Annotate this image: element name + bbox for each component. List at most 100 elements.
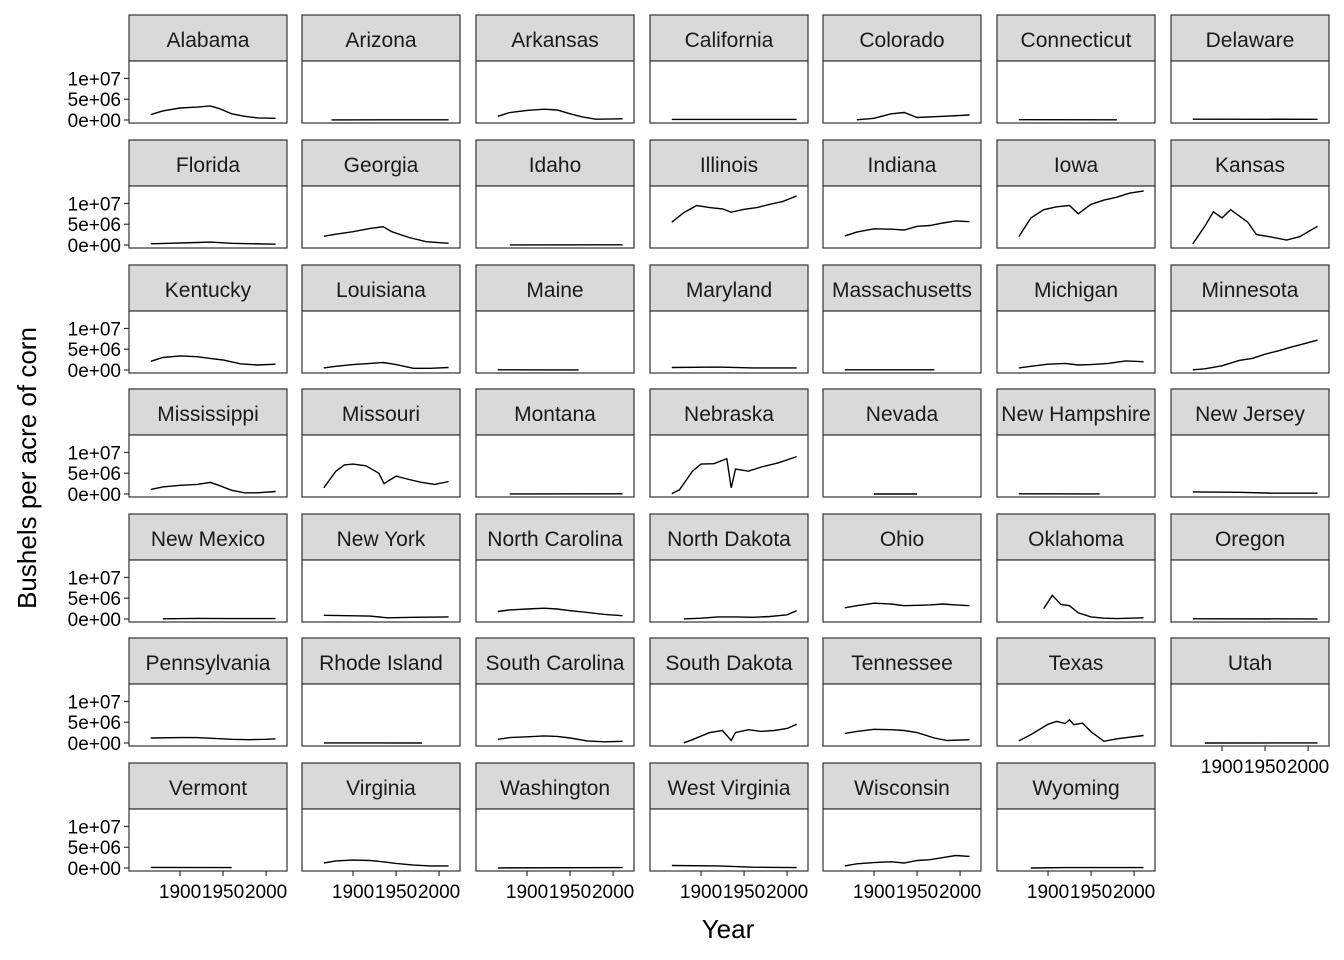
strip-label: Rhode Island: [319, 652, 443, 675]
plot-area: [996, 60, 1156, 124]
y-tick-label: 1e+07: [68, 319, 121, 340]
strip-label: Mississippi: [157, 403, 259, 426]
strip-background: [475, 139, 635, 187]
strip-label: Wisconsin: [854, 777, 950, 800]
strip-label: Utah: [1228, 652, 1272, 675]
strip-background: [301, 762, 461, 810]
strip-label: New York: [337, 528, 426, 551]
panel-texas: Texas: [996, 637, 1156, 747]
strip-label: South Carolina: [486, 652, 625, 675]
x-tick-label: 2000: [592, 882, 634, 903]
strip-background: [822, 388, 982, 436]
x-tick-label: 1900: [1201, 757, 1243, 778]
y-tick-label: 5e+06: [68, 589, 121, 610]
plot-area: [128, 683, 288, 747]
strip-label: Maine: [526, 279, 583, 302]
strip-label: Maryland: [686, 279, 772, 302]
strip-label: Kentucky: [165, 279, 252, 302]
panel-south-dakota: South Dakota: [649, 637, 809, 747]
series-line-west-virginia: [671, 864, 797, 869]
series-line-louisiana: [323, 361, 449, 369]
strip-label: Indiana: [868, 154, 937, 177]
y-tick-label: 0e+00: [68, 485, 121, 506]
y-tick-label: 5e+06: [68, 340, 121, 361]
strip-label: Alabama: [167, 29, 250, 52]
panel-nevada: Nevada: [822, 388, 982, 498]
strip-background: [128, 637, 288, 685]
plot-area: [301, 559, 461, 623]
series-line-south-carolina: [497, 735, 623, 743]
panel-oklahoma: Oklahoma: [996, 513, 1156, 623]
panel-montana: Montana: [475, 388, 635, 498]
panel-nebraska: Nebraska: [649, 388, 809, 498]
plot-area: [1170, 683, 1330, 747]
x-tick-label: 2000: [245, 882, 287, 903]
strip-background: [128, 513, 288, 561]
x-tick-label: 1900: [1027, 882, 1069, 903]
strip-label: Michigan: [1034, 279, 1118, 302]
strip-background: [996, 513, 1156, 561]
x-tick-label: 1950: [896, 882, 938, 903]
series-line-nebraska: [671, 455, 797, 495]
panel-idaho: Idaho: [475, 139, 635, 249]
panel-maine: Maine: [475, 264, 635, 374]
y-tick-label: 5e+06: [68, 838, 121, 859]
strip-label: North Dakota: [667, 528, 791, 551]
y-tick-label: 5e+06: [68, 215, 121, 236]
panel-connecticut: Connecticut: [996, 14, 1156, 124]
panel-kansas: Kansas: [1170, 139, 1330, 249]
plot-area: [301, 60, 461, 124]
plot-area: [301, 310, 461, 374]
plot-area: [301, 683, 461, 747]
panel-south-carolina: South Carolina: [475, 637, 635, 747]
plot-area: [128, 185, 288, 249]
y-tick-label: 1e+07: [68, 194, 121, 215]
series-line-kentucky: [150, 355, 276, 366]
strip-background: [1170, 139, 1330, 187]
plot-area: [1170, 310, 1330, 374]
strip-label: West Virginia: [668, 777, 791, 800]
plot-area: [1170, 60, 1330, 124]
strip-label: Missouri: [342, 403, 420, 426]
series-line-minnesota: [1192, 339, 1318, 371]
plot-area: [301, 434, 461, 498]
strip-label: California: [685, 29, 774, 52]
panel-michigan: Michigan: [996, 264, 1156, 374]
panel-illinois: Illinois: [649, 139, 809, 249]
series-line-indiana: [844, 220, 970, 237]
strip-label: Delaware: [1206, 29, 1295, 52]
strip-label: Montana: [514, 403, 596, 426]
strip-background: [649, 14, 809, 62]
series-line-north-dakota: [683, 610, 797, 620]
strip-label: Oregon: [1215, 528, 1285, 551]
x-tick-label: 1950: [549, 882, 591, 903]
panel-indiana: Indiana: [822, 139, 982, 249]
panel-virginia: Virginia 1900 1950 2000: [301, 762, 461, 903]
strip-label: Virginia: [346, 777, 416, 800]
y-tick-label: 1e+07: [68, 568, 121, 589]
x-tick-label: 1950: [202, 882, 244, 903]
plot-area: [475, 808, 635, 872]
x-tick-label: 1950: [375, 882, 417, 903]
series-line-arkansas: [497, 108, 623, 120]
strip-label: Nevada: [866, 403, 939, 426]
strip-background: [996, 637, 1156, 685]
series-line-wisconsin: [844, 854, 970, 867]
strip-background: [996, 762, 1156, 810]
strip-label: Florida: [176, 154, 241, 177]
strip-background: [822, 637, 982, 685]
series-line-colorado: [856, 111, 970, 121]
panel-oregon: Oregon: [1170, 513, 1330, 623]
strip-background: [475, 637, 635, 685]
strip-background: [128, 762, 288, 810]
panel-california: California: [649, 14, 809, 124]
strip-label: Arizona: [345, 29, 417, 52]
x-axis-label: Year: [702, 914, 755, 944]
strip-label: Massachusetts: [832, 279, 972, 302]
y-tick-label: 0e+00: [68, 734, 121, 755]
strip-background: [1170, 637, 1330, 685]
y-tick-label: 1e+07: [68, 443, 121, 464]
plot-area: [475, 185, 635, 249]
